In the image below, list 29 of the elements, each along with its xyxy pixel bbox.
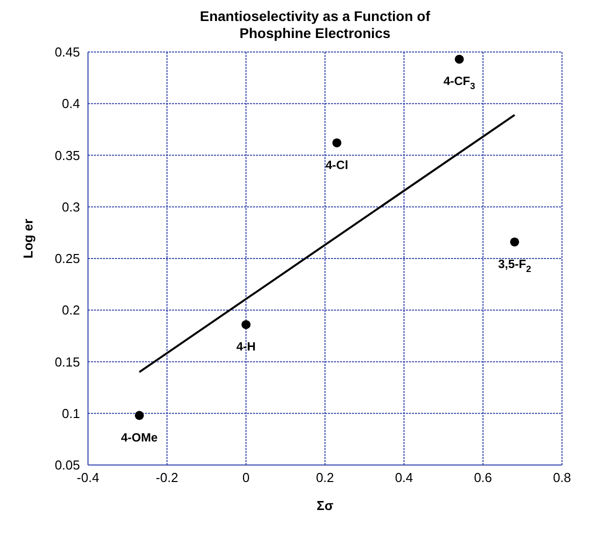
chart-title: Enantioselectivity as a Function of Phosphine Electronics xyxy=(198,8,432,42)
point xyxy=(510,237,520,246)
y-tick-label: 0.4 xyxy=(62,96,80,112)
x-axis-title: Σσ xyxy=(316,498,334,513)
point xyxy=(134,410,144,420)
y-tick-label: 0.1 xyxy=(62,406,80,421)
annotation: 3,5-F$_{2}$ xyxy=(498,256,532,274)
y-axis-title: Log er xyxy=(20,218,36,258)
y-tick-label: 0.35 xyxy=(54,148,80,163)
y-tick-label: 0.25 xyxy=(54,251,80,266)
annotation: 4-CF$_{3}$ xyxy=(443,74,476,91)
point xyxy=(241,320,251,330)
y-tick-label: 0.15 xyxy=(54,354,80,370)
annotation: 4-OMe xyxy=(121,430,158,444)
x-tick-label: 0.4 xyxy=(394,470,414,486)
y-tick-label: 0.2 xyxy=(62,302,80,318)
y-tick-label: 0.3 xyxy=(62,199,80,214)
x-tick-label: 0.8 xyxy=(552,470,572,486)
y-tick-label: 0.45 xyxy=(54,44,80,60)
point xyxy=(454,54,464,64)
x-tick-label: 0.2 xyxy=(316,470,334,486)
annotation: 4-H xyxy=(236,340,256,354)
x-tick-label: -0.2 xyxy=(156,470,178,486)
y-tick-label: 0.05 xyxy=(54,458,80,473)
x-tick-label: 0 xyxy=(242,470,250,486)
x-tick-label: -0.4 xyxy=(76,470,100,486)
point xyxy=(332,138,342,148)
x-tick-label: 0.6 xyxy=(474,470,492,486)
annotation: 4-Cl xyxy=(326,158,348,172)
